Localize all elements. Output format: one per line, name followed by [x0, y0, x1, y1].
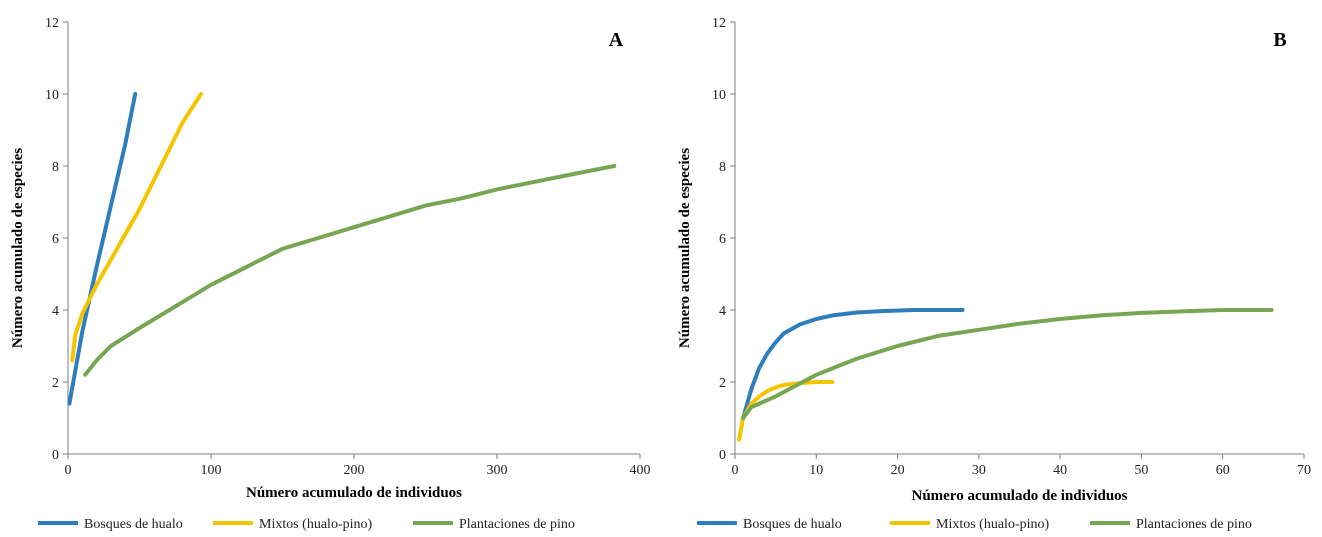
- y-tick-label: 2: [52, 376, 59, 391]
- y-tick-label: 4: [719, 304, 726, 319]
- y-tick-label: 8: [719, 160, 726, 175]
- y-tick-label: 0: [719, 448, 726, 463]
- y-tick-label: 6: [719, 232, 726, 247]
- x-tick-label: 100: [201, 463, 222, 478]
- x-tick-label: 30: [972, 463, 986, 478]
- y-tick-label: 6: [52, 232, 59, 247]
- y-tick-label: 4: [52, 304, 59, 319]
- y-tick-label: 10: [45, 88, 59, 103]
- y-axis-title: Número acumulado de especies: [677, 148, 693, 348]
- y-tick-label: 2: [719, 376, 726, 391]
- x-tick-label: 200: [344, 463, 365, 478]
- x-tick-label: 0: [65, 463, 72, 478]
- panel-label: B: [1273, 29, 1286, 51]
- legend-label: Plantaciones de pino: [459, 517, 575, 532]
- y-tick-label: 10: [712, 88, 726, 103]
- x-tick-label: 20: [891, 463, 905, 478]
- legend-label: Mixtos (hualo-pino): [936, 517, 1049, 532]
- chart-panel-b: 0 2 4 6 8 10 12 0 10 20 30 40 50 60 70 Número acumulado…: [677, 16, 1311, 532]
- x-axis-title: Número acumulado de individuos: [911, 488, 1127, 504]
- x-tick-label: 400: [630, 463, 651, 478]
- legend-label: Bosques de hualo: [743, 517, 842, 532]
- x-tick-label: 0: [732, 463, 739, 478]
- series-line-plantaciones-de-pino: [83, 164, 617, 377]
- series-line-plantaciones-de-pino: [741, 308, 1274, 420]
- x-tick-label: 300: [487, 463, 508, 478]
- y-axis-title: Número acumulado de especies: [10, 148, 26, 348]
- x-axis-title: Número acumulado de individuos: [246, 485, 462, 501]
- y-tick-label: 0: [52, 448, 59, 463]
- legend: Bosques de hualo Mixtos (hualo-pino) Plant…: [697, 517, 1252, 532]
- legend-label: Bosques de hualo: [84, 517, 183, 532]
- y-tick-label: 12: [712, 16, 726, 31]
- panel-label: A: [609, 29, 624, 51]
- y-tick-label: 12: [45, 16, 59, 31]
- x-tick-label: 70: [1297, 463, 1311, 478]
- chart-panel-a: 0 2 4 6 8 10 12 0 100 200 300 400 Número acumulado d…: [10, 16, 651, 532]
- x-tick-label: 60: [1216, 463, 1230, 478]
- x-tick-label: 10: [809, 463, 823, 478]
- series-line-mixtos-hualo-pino: [70, 92, 203, 363]
- series-line-bosques-de-hualo: [67, 92, 138, 406]
- legend-label: Mixtos (hualo-pino): [259, 517, 372, 532]
- legend: Bosques de hualo Mixtos (hualo-pino) Plant…: [38, 517, 575, 532]
- x-tick-label: 50: [1134, 463, 1148, 478]
- series-line-bosques-de-hualo: [741, 308, 965, 420]
- x-tick-label: 40: [1053, 463, 1067, 478]
- legend-label: Plantaciones de pino: [1136, 517, 1252, 532]
- y-tick-label: 8: [52, 160, 59, 175]
